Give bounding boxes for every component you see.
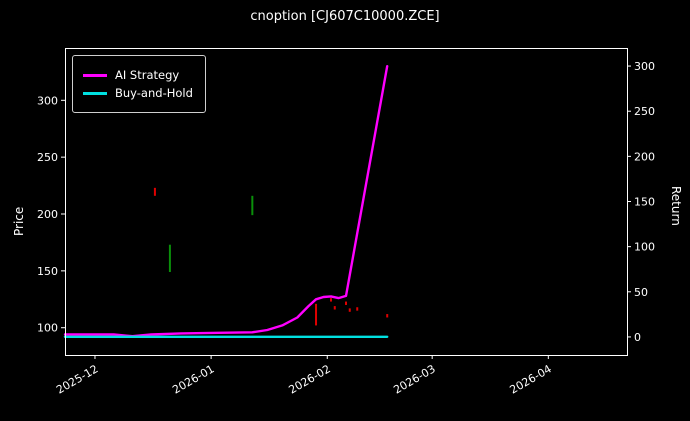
legend-label-buy-and-hold: Buy-and-Hold <box>115 86 193 100</box>
svg-text:300: 300 <box>634 60 655 73</box>
svg-text:200: 200 <box>37 208 58 221</box>
chart-title: cnoption [CJ607C10000.ZCE] <box>250 9 440 24</box>
svg-text:100: 100 <box>37 322 58 335</box>
svg-text:100: 100 <box>634 241 655 254</box>
ai-strategy-line-swatch <box>83 73 107 77</box>
svg-text:250: 250 <box>37 151 58 164</box>
svg-text:2026-02: 2026-02 <box>286 362 332 396</box>
svg-text:150: 150 <box>634 196 655 209</box>
svg-text:0: 0 <box>634 331 641 344</box>
svg-text:2026-03: 2026-03 <box>391 362 437 396</box>
svg-text:150: 150 <box>37 265 58 278</box>
buy-and-hold-line-swatch <box>83 91 107 95</box>
legend-item-ai-strategy: AI Strategy <box>83 68 193 82</box>
return-axis-label: Return <box>669 186 683 226</box>
legend-label-ai-strategy: AI Strategy <box>115 68 180 82</box>
svg-text:2025-12: 2025-12 <box>54 362 100 396</box>
svg-text:2026-01: 2026-01 <box>170 362 216 396</box>
svg-text:300: 300 <box>37 94 58 107</box>
legend-item-buy-and-hold: Buy-and-Hold <box>83 86 193 100</box>
svg-text:2026-04: 2026-04 <box>508 362 554 396</box>
svg-text:250: 250 <box>634 105 655 118</box>
legend: AI Strategy Buy-and-Hold <box>72 55 206 113</box>
svg-text:50: 50 <box>634 286 648 299</box>
price-axis-label: Price <box>12 206 26 236</box>
svg-text:200: 200 <box>634 150 655 163</box>
